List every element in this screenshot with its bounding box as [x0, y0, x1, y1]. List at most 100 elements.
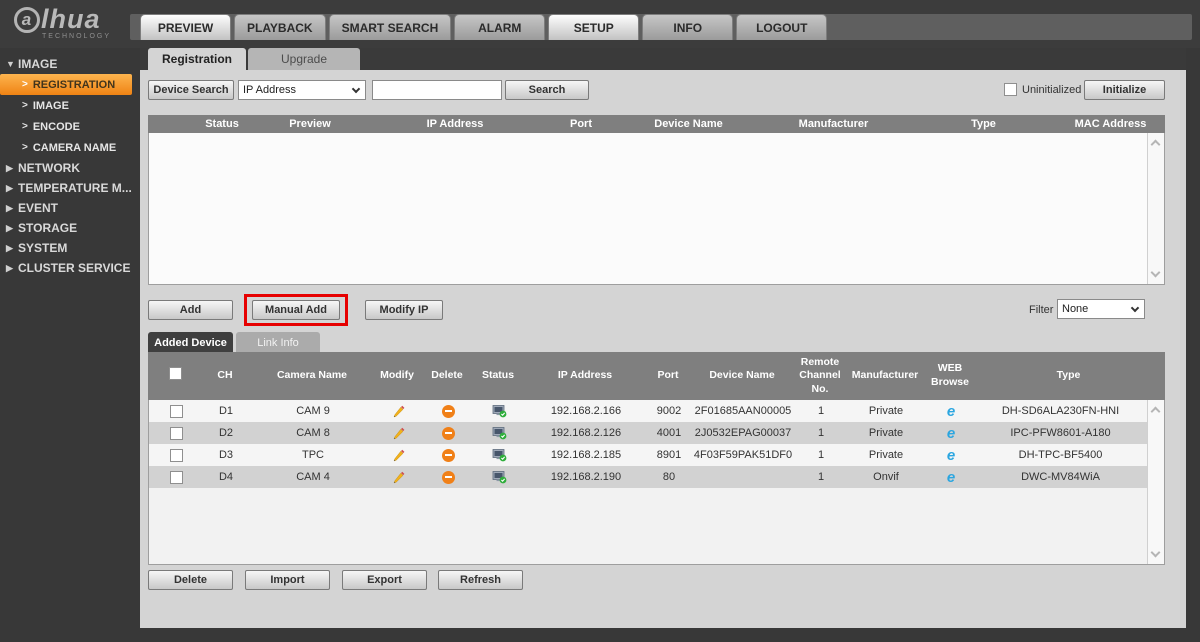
web-browse-ie-icon[interactable]: e	[946, 402, 956, 420]
modify-pencil-icon[interactable]	[392, 405, 405, 418]
sidebar-item-encode[interactable]: > ENCODE	[0, 116, 132, 137]
web-browse-ie-icon[interactable]: e	[946, 446, 956, 464]
delete-icon[interactable]	[441, 470, 455, 484]
delete-icon[interactable]	[441, 426, 455, 440]
cell-ch: D3	[218, 449, 234, 461]
added-col-delete: Delete	[431, 369, 463, 382]
sidebar-group-event-label: EVENT	[18, 201, 59, 215]
web-browse-ie-icon[interactable]: e	[946, 468, 956, 486]
cell-device-name: 2J0532EPAG00037	[694, 427, 792, 439]
added-col-port: Port	[657, 369, 679, 382]
sidebar-group-image[interactable]: ▼ IMAGE	[0, 54, 132, 74]
scroll-up-icon[interactable]	[1150, 139, 1161, 150]
sidebar-group-cluster-service[interactable]: ▶ CLUSTER SERVICE	[0, 258, 132, 278]
uninitialized-checkbox[interactable]	[1004, 83, 1017, 96]
sidebar-item-registration[interactable]: > REGISTRATION	[0, 74, 132, 95]
search-type-select[interactable]: IP Address	[238, 80, 366, 100]
nav-tab-setup[interactable]: SETUP	[548, 14, 640, 40]
cell-ip: 192.168.2.166	[550, 405, 622, 417]
cell-ch: D2	[218, 427, 234, 439]
nav-tab-info[interactable]: INFO	[642, 14, 734, 40]
cell-camera-name: TPC	[302, 449, 324, 461]
tab-added-device[interactable]: Added Device	[148, 332, 233, 354]
modify-pencil-icon[interactable]	[392, 471, 405, 484]
modify-ip-button[interactable]: Modify IP	[365, 300, 443, 320]
delete-button[interactable]: Delete	[148, 570, 233, 590]
added-col-ch: CH	[217, 369, 233, 382]
cell-ip: 192.168.2.190	[550, 471, 622, 483]
connection-status-icon[interactable]	[492, 448, 507, 462]
nav-tab-smart-search[interactable]: SMART SEARCH	[328, 14, 452, 40]
delete-icon[interactable]	[441, 448, 455, 462]
cell-ip: 192.168.2.126	[550, 427, 622, 439]
scroll-down-icon[interactable]	[1150, 267, 1161, 278]
sidebar-group-event[interactable]: ▶ EVENT	[0, 198, 132, 218]
sidebar-group-storage[interactable]: ▶ STORAGE	[0, 218, 132, 238]
cell-type: DWC-MV84WiA	[1021, 471, 1100, 483]
table-row-d4[interactable]: D4 CAM 4 192.168.2.190 80 1 Onvif e DWC-…	[149, 466, 1148, 488]
table-row-d3[interactable]: D3 TPC 192.168.2.185 8901 4F03F59PAK51DF…	[149, 444, 1148, 466]
sidebar-group-temperature-label: TEMPERATURE M...	[18, 181, 132, 195]
search-keyword-input[interactable]	[372, 80, 502, 100]
scroll-up-icon[interactable]	[1150, 406, 1161, 417]
dahua-logo-circle-a: a	[14, 6, 40, 33]
added-table-header: CH Camera Name Modify Delete Status IP A…	[148, 352, 1165, 400]
sidebar-item-camera-name[interactable]: > CAMERA NAME	[0, 137, 132, 158]
top-bar: a lhua TECHNOLOGY PREVIEW PLAYBACK SMART …	[0, 0, 1200, 48]
manual-add-button[interactable]: Manual Add	[252, 300, 340, 320]
row-checkbox[interactable]	[169, 448, 183, 462]
sidebar-item-encode-label: ENCODE	[32, 120, 80, 133]
web-browse-ie-icon[interactable]: e	[946, 424, 956, 442]
row-checkbox[interactable]	[169, 404, 183, 418]
export-button[interactable]: Export	[342, 570, 427, 590]
cell-ip: 192.168.2.185	[550, 449, 622, 461]
connection-status-icon[interactable]	[492, 426, 507, 440]
cell-remote-channel: 1	[817, 427, 825, 439]
refresh-button[interactable]: Refresh	[438, 570, 523, 590]
connection-status-icon[interactable]	[492, 404, 507, 418]
discovery-col-type: Type	[971, 117, 996, 130]
row-checkbox[interactable]	[169, 426, 183, 440]
modify-pencil-icon[interactable]	[392, 427, 405, 440]
connection-status-icon[interactable]	[492, 470, 507, 484]
tab-registration[interactable]: Registration	[148, 48, 246, 70]
chevron-down-icon	[1130, 303, 1140, 313]
nav-tab-preview[interactable]: PREVIEW	[140, 14, 231, 40]
filter-select[interactable]: None	[1057, 299, 1145, 319]
nav-tab-logout[interactable]: LOGOUT	[736, 14, 828, 40]
select-all-checkbox[interactable]	[168, 367, 182, 381]
sidebar-group-network[interactable]: ▶ NETWORK	[0, 158, 132, 178]
added-col-web-browse: WEB Browse	[931, 362, 969, 388]
cell-port: 9002	[656, 405, 682, 417]
triangle-right-icon: ▶	[6, 162, 13, 173]
cell-port: 8901	[656, 449, 682, 461]
chevron-right-icon: >	[22, 142, 28, 153]
dahua-logo-subtitle: TECHNOLOGY	[42, 33, 112, 40]
tab-link-info[interactable]: Link Info	[236, 332, 320, 354]
table-row-d1[interactable]: D1 CAM 9 192.168.2.166 9002 2F01685AAN00…	[149, 400, 1148, 422]
delete-icon[interactable]	[441, 404, 455, 418]
discovery-table-scrollbar[interactable]	[1147, 133, 1164, 284]
scroll-down-icon[interactable]	[1150, 547, 1161, 558]
discovery-col-mac: MAC Address	[1074, 117, 1147, 130]
initialize-button[interactable]: Initialize	[1084, 80, 1165, 100]
row-checkbox[interactable]	[169, 470, 183, 484]
import-button[interactable]: Import	[245, 570, 330, 590]
tab-upgrade[interactable]: Upgrade	[248, 48, 360, 70]
sidebar-group-network-label: NETWORK	[18, 161, 80, 175]
search-button[interactable]: Search	[505, 80, 589, 100]
sidebar-item-image[interactable]: > IMAGE	[0, 95, 132, 116]
add-button[interactable]: Add	[148, 300, 233, 320]
added-table-scrollbar[interactable]	[1147, 400, 1164, 564]
table-row-d2[interactable]: D2 CAM 8 192.168.2.126 4001 2J0532EPAG00…	[149, 422, 1148, 444]
nav-tab-alarm[interactable]: ALARM	[454, 14, 546, 40]
device-search-button[interactable]: Device Search	[148, 80, 234, 100]
cell-remote-channel: 1	[817, 471, 825, 483]
sidebar-group-temperature[interactable]: ▶ TEMPERATURE M...	[0, 178, 132, 198]
cell-type: DH-SD6ALA230FN-HNI	[1001, 405, 1120, 417]
nav-tab-playback[interactable]: PLAYBACK	[234, 14, 326, 40]
sidebar-item-registration-label: REGISTRATION	[32, 78, 116, 91]
modify-pencil-icon[interactable]	[392, 449, 405, 462]
cell-camera-name: CAM 8	[296, 427, 330, 439]
sidebar-group-system[interactable]: ▶ SYSTEM	[0, 238, 132, 258]
